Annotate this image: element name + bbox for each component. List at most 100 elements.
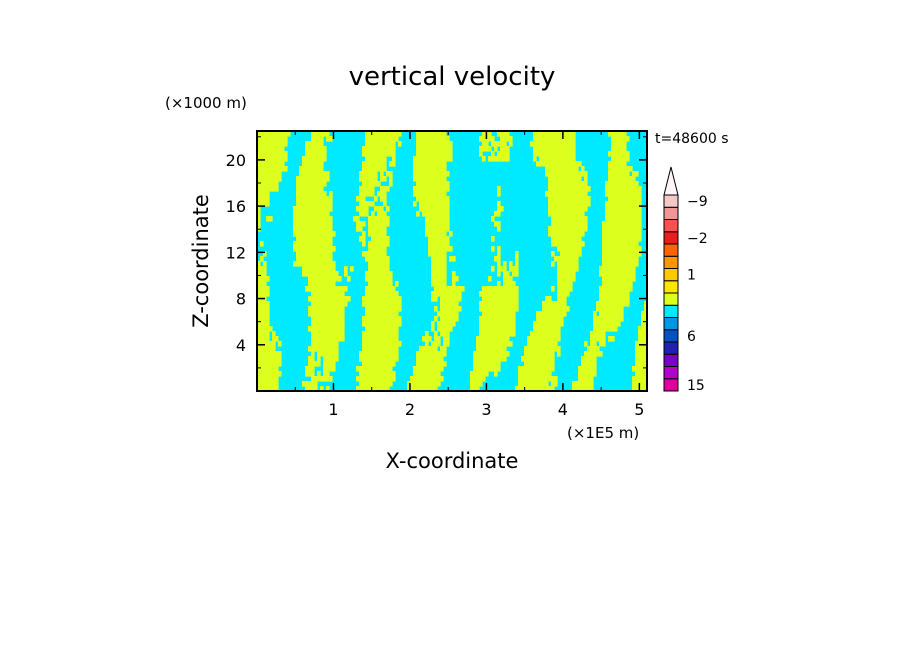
field-cell bbox=[506, 321, 510, 327]
field-cell bbox=[371, 146, 375, 152]
field-cell bbox=[605, 271, 609, 277]
field-cell bbox=[641, 321, 645, 327]
field-cell bbox=[497, 366, 501, 372]
field-cell bbox=[614, 156, 618, 162]
field-cell bbox=[569, 191, 573, 197]
field-cell bbox=[554, 381, 558, 387]
field-cell bbox=[317, 241, 321, 247]
field-cell bbox=[626, 296, 630, 302]
field-cell bbox=[428, 146, 432, 152]
field-cell bbox=[455, 306, 459, 312]
field-cell bbox=[632, 276, 636, 282]
field-cell bbox=[380, 316, 384, 322]
colorbar-extend-arrow bbox=[663, 166, 679, 196]
field-cell bbox=[386, 341, 390, 347]
field-cell bbox=[614, 161, 618, 167]
field-cell bbox=[545, 131, 549, 137]
field-cell bbox=[509, 306, 513, 312]
field-cell bbox=[437, 131, 441, 137]
field-cell bbox=[578, 221, 582, 227]
field-cell bbox=[377, 386, 381, 392]
field-cell bbox=[623, 191, 627, 197]
field-cell bbox=[380, 351, 384, 357]
field-cell bbox=[323, 316, 327, 322]
field-cell bbox=[551, 331, 555, 337]
field-cell bbox=[452, 256, 456, 262]
field-cell bbox=[539, 361, 543, 367]
field-cell bbox=[326, 296, 330, 302]
field-cell bbox=[443, 181, 447, 187]
field-cell bbox=[623, 206, 627, 212]
field-cell bbox=[257, 311, 261, 317]
field-cell bbox=[554, 336, 558, 342]
field-cell bbox=[449, 311, 453, 317]
field-cell bbox=[440, 171, 444, 177]
field-cell bbox=[359, 366, 363, 372]
field-cell bbox=[509, 266, 513, 272]
field-cell bbox=[263, 281, 267, 287]
field-cell bbox=[434, 336, 438, 342]
field-cell bbox=[602, 231, 606, 237]
field-cell bbox=[539, 331, 543, 337]
field-cell bbox=[365, 321, 369, 327]
field-cell bbox=[608, 186, 612, 192]
field-cell bbox=[533, 371, 537, 377]
field-cell bbox=[431, 351, 435, 357]
field-cell bbox=[446, 151, 450, 157]
field-cell bbox=[626, 216, 630, 222]
field-cell bbox=[266, 286, 270, 292]
field-cell bbox=[311, 251, 315, 257]
field-cell bbox=[599, 311, 603, 317]
field-cell bbox=[617, 316, 621, 322]
field-cell bbox=[317, 331, 321, 337]
field-cell bbox=[395, 326, 399, 332]
field-cell bbox=[638, 331, 642, 337]
field-cell bbox=[326, 336, 330, 342]
field-cell bbox=[488, 156, 492, 162]
colorbar-swatch bbox=[663, 341, 679, 355]
field-cell bbox=[623, 231, 627, 237]
field-cell bbox=[551, 361, 555, 367]
field-cell bbox=[302, 201, 306, 207]
field-cell bbox=[611, 231, 615, 237]
field-cell bbox=[446, 321, 450, 327]
field-cell bbox=[371, 286, 375, 292]
field-cell bbox=[314, 306, 318, 312]
field-cell bbox=[611, 156, 615, 162]
field-cell bbox=[386, 346, 390, 352]
field-cell bbox=[563, 181, 567, 187]
field-cell bbox=[638, 216, 642, 222]
field-cell bbox=[593, 361, 597, 367]
field-cell bbox=[314, 171, 318, 177]
field-cell bbox=[392, 371, 396, 377]
field-cell bbox=[389, 321, 393, 327]
field-cell bbox=[626, 201, 630, 207]
field-cell bbox=[593, 316, 597, 322]
field-cell bbox=[635, 261, 639, 267]
field-cell bbox=[392, 361, 396, 367]
field-cell bbox=[383, 156, 387, 162]
field-cell bbox=[371, 356, 375, 362]
field-cell bbox=[260, 341, 264, 347]
field-cell bbox=[320, 296, 324, 302]
field-cell bbox=[368, 131, 372, 137]
field-cell bbox=[386, 321, 390, 327]
field-cell bbox=[434, 196, 438, 202]
field-cell bbox=[299, 251, 303, 257]
field-cell bbox=[371, 371, 375, 377]
field-cell bbox=[449, 151, 453, 157]
field-cell bbox=[269, 131, 273, 137]
field-cell bbox=[494, 331, 498, 337]
field-cell bbox=[425, 206, 429, 212]
field-cell bbox=[425, 216, 429, 222]
field-cell bbox=[431, 381, 435, 387]
field-cell bbox=[329, 361, 333, 367]
field-cell bbox=[572, 211, 576, 217]
field-cell bbox=[644, 331, 648, 337]
field-cell bbox=[374, 256, 378, 262]
field-cell bbox=[257, 191, 261, 197]
field-cell bbox=[596, 336, 600, 342]
field-cell bbox=[344, 271, 348, 277]
field-cell bbox=[257, 271, 261, 277]
field-cell bbox=[485, 301, 489, 307]
